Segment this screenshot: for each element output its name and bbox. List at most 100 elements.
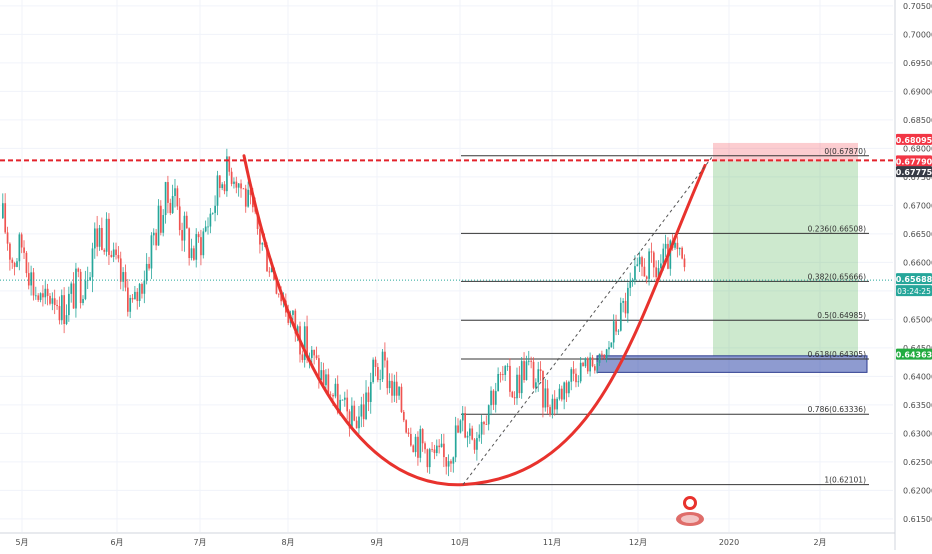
watermark-logo (676, 496, 704, 526)
candle-body (648, 251, 650, 279)
candle-body (162, 215, 165, 233)
candle-body (259, 228, 261, 245)
candle-body (178, 206, 181, 231)
candle-body (242, 188, 245, 190)
candle-body (134, 291, 136, 300)
candle-body (200, 237, 202, 256)
candle-body (537, 369, 540, 383)
fib-level-label: 0(0.67870) (824, 147, 866, 156)
candle-body (91, 248, 94, 278)
candle-body (108, 218, 110, 255)
candle-body (244, 188, 247, 207)
candle-body (60, 295, 63, 321)
fib-level-label: 0.5(0.64985) (817, 311, 866, 320)
candle-body (502, 374, 504, 375)
candle-body (473, 439, 476, 450)
candle-body (487, 405, 490, 425)
candle-body (183, 215, 186, 241)
candle-body (424, 443, 426, 450)
candle-body (332, 394, 334, 397)
candle-body (407, 432, 410, 434)
candle-body (445, 457, 448, 467)
price-tag-label: 0.68095 (896, 136, 932, 145)
candle-body (539, 369, 542, 372)
candle-body (410, 433, 412, 446)
candle-body (336, 383, 339, 413)
candle-body (391, 380, 393, 396)
candle-body (152, 232, 155, 236)
candle-body (129, 297, 132, 312)
candle-body (32, 272, 35, 296)
candle-body (46, 288, 49, 296)
candle-body (275, 279, 278, 294)
candle-body (492, 390, 495, 405)
candle-body (181, 230, 183, 241)
candle-body (233, 181, 235, 184)
take-profit-zone[interactable] (713, 161, 858, 356)
candle-body (256, 211, 259, 229)
y-tick-label: 0.61500 (903, 515, 932, 524)
candle-body (395, 381, 398, 396)
candle-body (678, 247, 681, 250)
candle-body (483, 421, 485, 425)
candle-body (572, 369, 575, 374)
candle-body (435, 445, 438, 454)
candle-body (18, 234, 21, 262)
candle-body (150, 235, 153, 269)
candle-body (563, 382, 566, 400)
candle-body (115, 249, 117, 255)
candle-body (221, 184, 224, 189)
candle-body (627, 287, 629, 314)
candle-body (193, 248, 195, 260)
candle-body (476, 438, 478, 450)
x-tick-label: 12月 (629, 538, 647, 547)
candle-body (315, 355, 318, 359)
candle-body (605, 349, 608, 359)
candle-body (169, 202, 172, 214)
candle-body (634, 266, 636, 280)
candle-body (525, 361, 528, 381)
candle-body (596, 362, 599, 371)
candle-body (568, 381, 570, 394)
price-tag: 0.67790 (896, 155, 932, 167)
candle-body (176, 188, 179, 207)
candle-body (379, 379, 382, 381)
candle-body (638, 257, 641, 265)
candle-body (586, 358, 589, 372)
candle-body (249, 189, 252, 195)
candle-body (516, 374, 518, 399)
candle-body (485, 424, 488, 426)
candle-body (589, 357, 591, 372)
price-tag-label: 0.67775 (896, 168, 932, 177)
candle-body (218, 175, 221, 189)
stop-loss-zone[interactable] (713, 142, 858, 162)
candle-body (131, 297, 134, 300)
candle-body (570, 369, 573, 382)
candle-body (603, 354, 606, 359)
fib-trend-line[interactable] (462, 155, 714, 485)
candle-body (584, 358, 587, 367)
candle-body (546, 388, 549, 408)
candle-body (412, 445, 415, 453)
candle-body (167, 182, 169, 203)
candle-body (174, 188, 176, 197)
candle-body (461, 413, 464, 421)
candle-body (296, 326, 299, 334)
candle-body (70, 283, 73, 294)
candle-body (277, 293, 280, 295)
candle-body (447, 461, 450, 467)
candle-body (532, 361, 535, 388)
candle-body (645, 276, 648, 279)
candle-body (681, 247, 683, 259)
candle-body (25, 252, 28, 274)
candle-body (400, 386, 403, 412)
